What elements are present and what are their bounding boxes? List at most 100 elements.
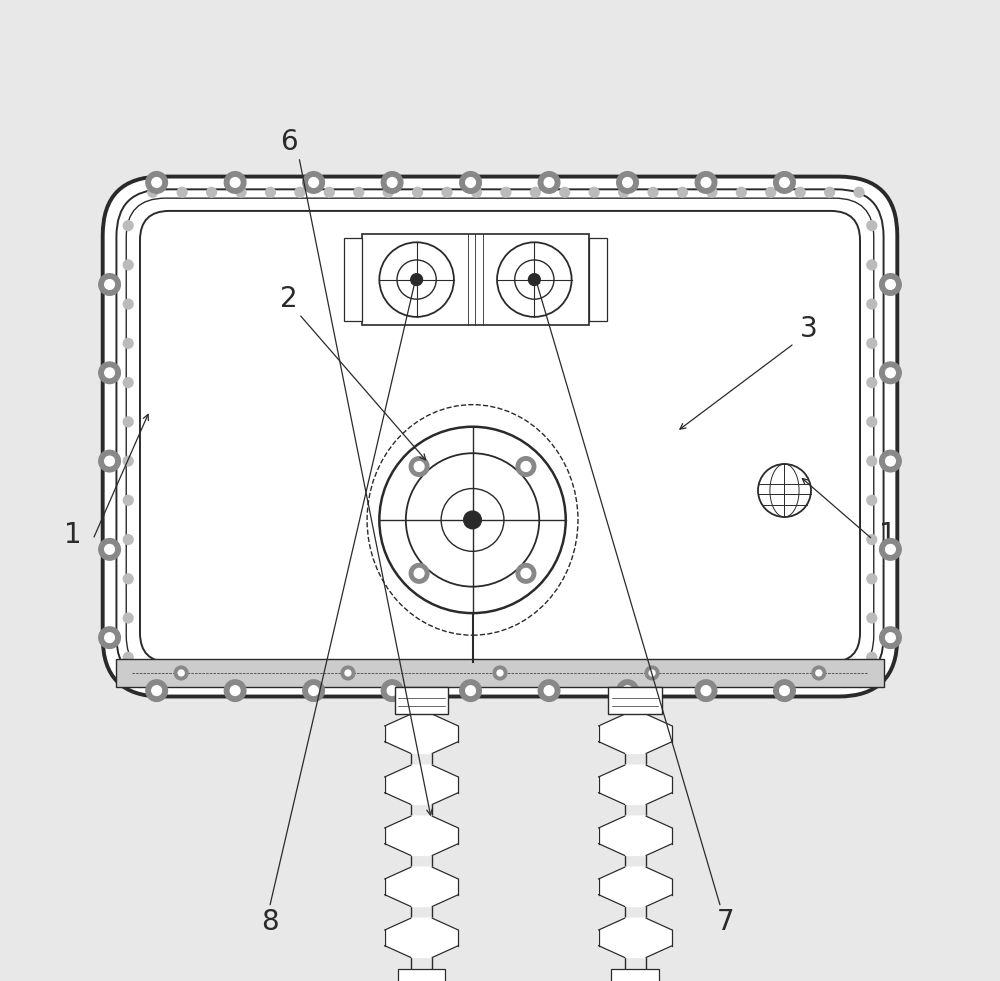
Bar: [611, 969, 659, 981]
Circle shape: [649, 670, 655, 676]
Circle shape: [99, 274, 120, 295]
Circle shape: [411, 274, 423, 285]
Circle shape: [177, 676, 187, 686]
Polygon shape: [599, 867, 672, 906]
Circle shape: [295, 187, 305, 197]
Text: 6: 6: [280, 129, 298, 156]
Circle shape: [146, 680, 167, 701]
Circle shape: [123, 299, 133, 309]
Circle shape: [528, 274, 540, 285]
Circle shape: [105, 368, 114, 378]
Circle shape: [880, 627, 901, 648]
Circle shape: [99, 450, 120, 472]
Bar: [398, 969, 445, 981]
Circle shape: [780, 178, 789, 187]
Circle shape: [619, 676, 629, 686]
Circle shape: [177, 187, 187, 197]
Circle shape: [707, 187, 717, 197]
Circle shape: [886, 633, 895, 643]
Circle shape: [123, 456, 133, 466]
Bar: [395, 687, 448, 714]
Circle shape: [867, 613, 877, 623]
Circle shape: [123, 260, 133, 270]
Circle shape: [383, 676, 393, 686]
Circle shape: [707, 676, 717, 686]
Circle shape: [146, 172, 167, 193]
Circle shape: [466, 178, 475, 187]
Circle shape: [521, 568, 531, 578]
Circle shape: [442, 676, 452, 686]
Bar: [589, 238, 607, 321]
Circle shape: [148, 187, 158, 197]
Polygon shape: [599, 714, 672, 753]
Circle shape: [867, 652, 877, 662]
Circle shape: [736, 187, 746, 197]
Circle shape: [648, 187, 658, 197]
Circle shape: [795, 187, 805, 197]
Circle shape: [766, 187, 776, 197]
Circle shape: [472, 187, 481, 197]
Circle shape: [152, 686, 162, 696]
Circle shape: [381, 680, 403, 701]
Circle shape: [387, 686, 397, 696]
Polygon shape: [385, 714, 458, 753]
Circle shape: [123, 535, 133, 544]
Circle shape: [303, 172, 324, 193]
Circle shape: [880, 362, 901, 384]
Circle shape: [413, 187, 423, 197]
Circle shape: [617, 680, 638, 701]
Polygon shape: [385, 765, 458, 804]
Circle shape: [460, 172, 481, 193]
Circle shape: [695, 172, 717, 193]
Circle shape: [324, 676, 334, 686]
Circle shape: [538, 172, 560, 193]
Circle shape: [645, 666, 659, 680]
Circle shape: [123, 221, 133, 231]
Polygon shape: [385, 918, 458, 957]
Circle shape: [230, 178, 240, 187]
Circle shape: [379, 427, 566, 613]
Circle shape: [589, 187, 599, 197]
Circle shape: [295, 676, 305, 686]
Circle shape: [867, 338, 877, 348]
Polygon shape: [599, 816, 672, 855]
Circle shape: [178, 670, 184, 676]
Circle shape: [701, 178, 711, 187]
Circle shape: [544, 686, 554, 696]
Circle shape: [414, 568, 424, 578]
Circle shape: [619, 187, 629, 197]
Circle shape: [123, 652, 133, 662]
Circle shape: [152, 178, 162, 187]
Circle shape: [413, 676, 423, 686]
Circle shape: [354, 676, 364, 686]
Circle shape: [544, 178, 554, 187]
Circle shape: [538, 680, 560, 701]
Bar: [362, 234, 589, 325]
Circle shape: [414, 462, 424, 472]
Circle shape: [230, 686, 240, 696]
Circle shape: [516, 457, 536, 477]
Circle shape: [736, 676, 746, 686]
FancyBboxPatch shape: [103, 177, 897, 697]
Polygon shape: [599, 918, 672, 957]
Circle shape: [617, 172, 638, 193]
Circle shape: [867, 378, 877, 387]
Circle shape: [701, 686, 711, 696]
Circle shape: [886, 280, 895, 289]
Circle shape: [123, 574, 133, 584]
Circle shape: [623, 178, 632, 187]
Circle shape: [123, 338, 133, 348]
Circle shape: [123, 613, 133, 623]
Circle shape: [886, 368, 895, 378]
Circle shape: [303, 680, 324, 701]
Circle shape: [99, 539, 120, 560]
Circle shape: [867, 456, 877, 466]
Circle shape: [867, 299, 877, 309]
Circle shape: [266, 187, 275, 197]
Circle shape: [521, 462, 531, 472]
Bar: [608, 687, 662, 714]
Text: 8: 8: [261, 908, 278, 936]
Circle shape: [123, 495, 133, 505]
Circle shape: [105, 456, 114, 466]
Circle shape: [105, 633, 114, 643]
